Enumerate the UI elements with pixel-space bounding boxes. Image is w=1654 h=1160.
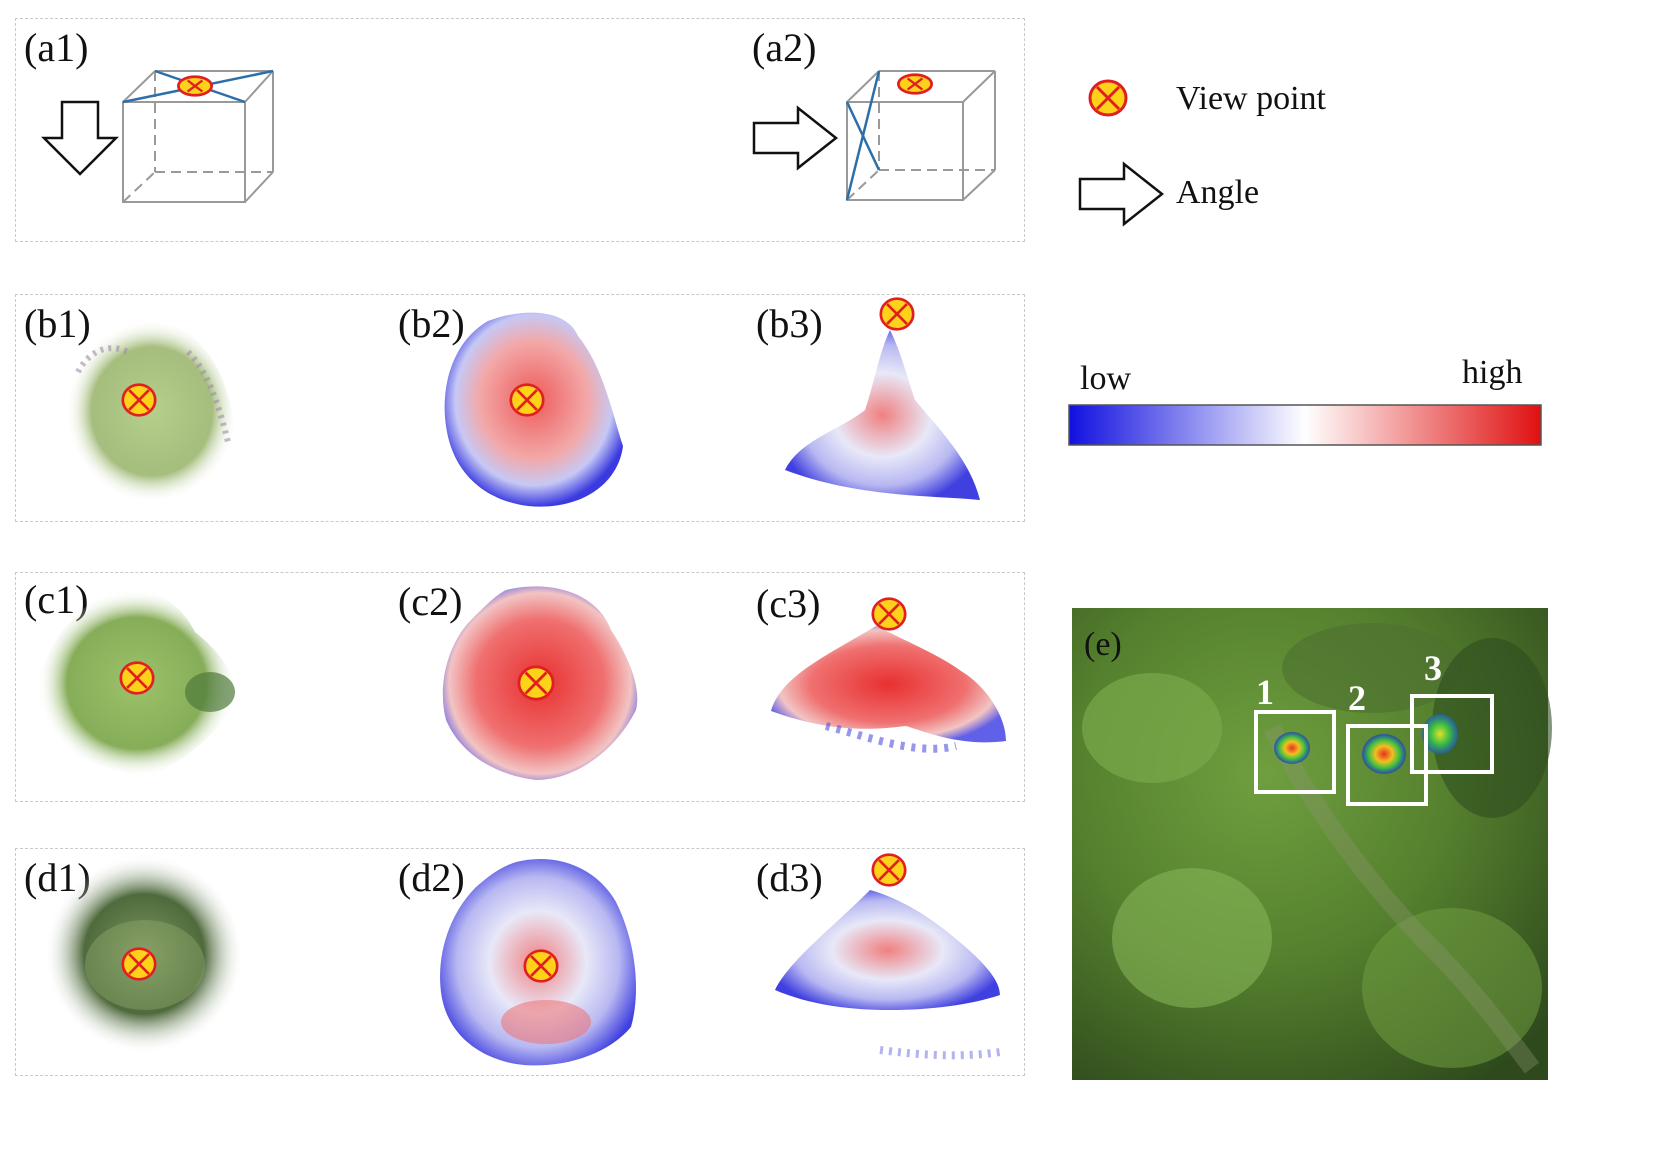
label-e: (e) bbox=[1084, 626, 1122, 663]
right-arrow-icon bbox=[752, 105, 839, 171]
viewpoint-icon bbox=[177, 75, 213, 97]
viewpoint-icon bbox=[119, 661, 155, 695]
viewpoint-icon bbox=[121, 383, 157, 417]
viewpoint-icon bbox=[517, 665, 555, 701]
viewpoint-icon bbox=[121, 947, 157, 981]
label-d2: (d2) bbox=[398, 855, 465, 900]
viewpoint-icon bbox=[509, 383, 545, 417]
label-a1: (a1) bbox=[24, 25, 89, 70]
heatmap-c3 bbox=[771, 626, 1006, 753]
viewpoint-icon bbox=[871, 597, 907, 631]
label-c2: (c2) bbox=[398, 579, 463, 624]
down-arrow-icon bbox=[40, 100, 120, 176]
label-b3: (b3) bbox=[756, 301, 823, 346]
label-b2: (b2) bbox=[398, 301, 465, 346]
heatmap-d3 bbox=[775, 890, 1001, 1060]
box-label-1: 1 bbox=[1256, 672, 1274, 712]
colorbar-low-label: low bbox=[1080, 360, 1131, 397]
colorbar bbox=[1068, 404, 1542, 446]
legend-angle-arrow-icon bbox=[1078, 161, 1165, 227]
cube-top-view bbox=[122, 69, 274, 203]
viewpoint-icon bbox=[897, 73, 933, 95]
panel-d bbox=[15, 848, 1025, 1076]
label-c1: (c1) bbox=[24, 577, 89, 622]
panel-b bbox=[15, 294, 1025, 522]
label-b1: (b1) bbox=[24, 301, 91, 346]
aerial-photo bbox=[1072, 608, 1552, 1080]
legend-angle: Angle bbox=[1176, 174, 1260, 211]
viewpoint-icon bbox=[871, 853, 907, 887]
box-label-3: 3 bbox=[1424, 648, 1442, 688]
viewpoint-icon bbox=[523, 949, 559, 983]
legend-view-point: View point bbox=[1176, 80, 1326, 117]
legend-viewpoint-icon bbox=[1088, 79, 1128, 117]
label-d3: (d3) bbox=[756, 855, 823, 900]
colorbar-high-label: high bbox=[1462, 354, 1523, 391]
panel-a bbox=[15, 18, 1025, 242]
panel-c bbox=[15, 572, 1025, 802]
cube-side-view bbox=[845, 70, 996, 201]
box-label-2: 2 bbox=[1348, 678, 1366, 718]
label-c3: (c3) bbox=[756, 581, 821, 626]
label-a2: (a2) bbox=[752, 25, 817, 70]
viewpoint-icon bbox=[879, 297, 915, 331]
heatmap-b3 bbox=[785, 330, 980, 500]
